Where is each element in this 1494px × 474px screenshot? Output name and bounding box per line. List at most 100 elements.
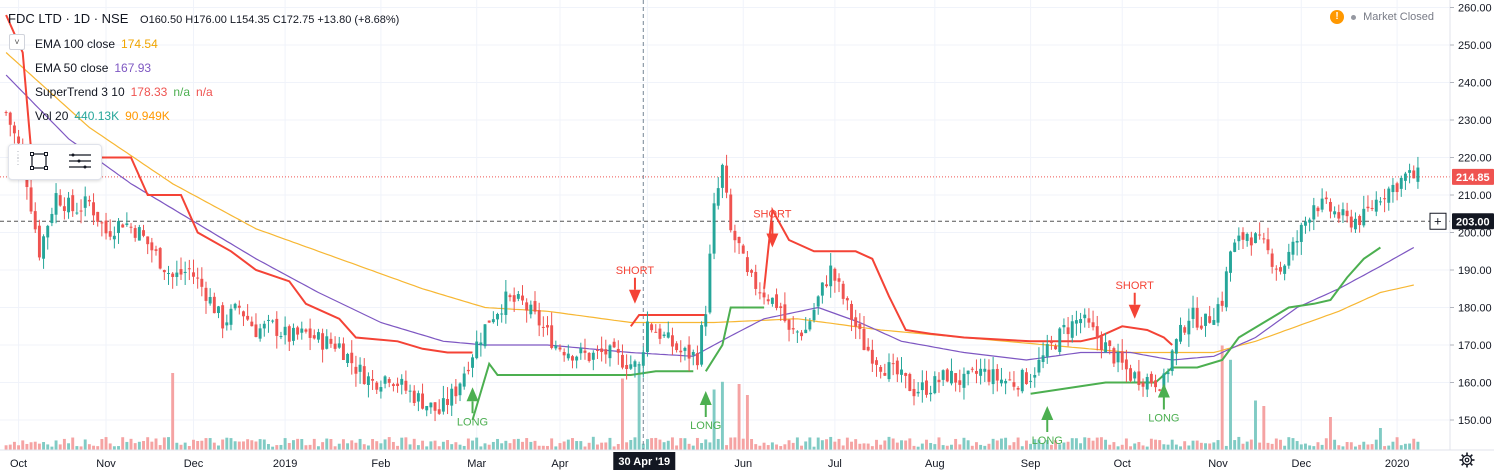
indicator-legend-row[interactable]: EMA 100 close 174.54	[8, 32, 399, 56]
volume-bar	[858, 443, 862, 450]
candle-body	[96, 211, 100, 222]
settings-gear-icon[interactable]	[1459, 452, 1475, 468]
candle-body	[508, 295, 512, 298]
candle-body	[1129, 368, 1133, 381]
volume-bar	[1016, 437, 1020, 450]
candle-body	[375, 382, 379, 390]
candle-body	[562, 351, 566, 356]
indicator-legend-row[interactable]: SuperTrend 3 10 178.33 n/a n/a	[8, 80, 399, 104]
volume-bar	[733, 437, 737, 450]
rectangle-tool-icon[interactable]	[29, 151, 49, 171]
candle-body	[271, 320, 275, 322]
volume-bar	[1199, 442, 1203, 450]
supertrend-down-line	[629, 314, 706, 327]
volume-bar	[966, 440, 970, 450]
candle-body	[242, 311, 245, 317]
volume-bar	[1029, 443, 1033, 450]
volume-bar	[487, 444, 491, 450]
supertrend-signals: SHORT LONG LONG SHORT LONG SHORT LONG	[457, 209, 1180, 448]
candle-body	[1058, 328, 1062, 352]
candle-body	[1362, 208, 1366, 226]
volume-bar	[766, 445, 770, 450]
supertrend-up-line	[471, 361, 694, 421]
volume-bar	[920, 443, 924, 450]
candle-body	[1162, 373, 1166, 391]
candle-body	[766, 299, 770, 302]
candle-body	[429, 402, 433, 408]
candle-body	[596, 349, 599, 351]
volume-bar	[804, 441, 808, 450]
volume-bar	[1333, 439, 1337, 450]
volume-bar	[104, 437, 108, 450]
volume-bar	[396, 445, 400, 450]
candle-body	[1416, 167, 1420, 182]
legend-collapse-button[interactable]: ˅	[9, 34, 25, 50]
indicator-value: n/a	[173, 85, 191, 99]
candle-body	[929, 392, 933, 395]
volume-bar	[429, 441, 433, 450]
volume-bar	[962, 437, 966, 450]
ema50-line	[5, 74, 1415, 361]
candle-body	[966, 370, 970, 375]
volume-bar	[654, 437, 658, 450]
drag-handle-icon[interactable]: ⋮ ⋮	[13, 150, 23, 167]
volume-bar	[904, 440, 908, 450]
volume-bar	[254, 441, 258, 450]
indicator-legend-row[interactable]: EMA 50 close 167.93	[8, 56, 399, 80]
volume-bar	[150, 441, 154, 450]
volume-bar	[1329, 417, 1332, 450]
volume-bar	[945, 445, 949, 450]
indicator-value: 167.93	[114, 61, 152, 75]
price-label: 203.00	[1456, 216, 1490, 228]
volume-bar	[1387, 445, 1391, 450]
volume-bar	[1304, 443, 1307, 450]
candle-body	[1079, 319, 1083, 324]
warning-icon[interactable]: !	[1330, 10, 1344, 24]
volume-bar	[246, 439, 250, 450]
candle-body	[137, 227, 141, 241]
volume-bar	[1033, 439, 1037, 450]
candle-body	[1408, 170, 1412, 173]
volume-bar	[1349, 442, 1353, 450]
candle-body	[187, 268, 191, 270]
volume-bar	[854, 439, 858, 450]
candle-body	[387, 379, 391, 383]
candle-body	[658, 328, 662, 339]
time-tick-label: Dec	[1292, 458, 1312, 470]
volume-bar	[296, 438, 300, 450]
volume-bar	[533, 440, 537, 450]
candle-body	[441, 398, 445, 412]
volume-bar	[466, 438, 470, 450]
candle-body	[1104, 342, 1108, 353]
volume-bar	[512, 439, 516, 450]
line-style-menu-icon[interactable]	[67, 151, 93, 171]
candle-body	[1183, 327, 1187, 333]
volume-bar	[687, 443, 691, 450]
volume-bar	[362, 444, 366, 450]
volume-bar	[112, 446, 116, 450]
candle-body	[1249, 237, 1253, 246]
candle-body	[825, 284, 828, 287]
volume-bar	[17, 445, 21, 450]
volume-bar	[675, 445, 679, 450]
volume-bar	[1124, 438, 1128, 450]
volume-bar	[637, 364, 641, 450]
volume-bar	[1012, 442, 1016, 450]
volume-bar	[1254, 400, 1257, 450]
candle-body	[58, 195, 62, 206]
volume-bar	[1408, 443, 1412, 450]
volume-bar	[229, 438, 233, 450]
indicator-legend-row[interactable]: Vol 20 440.13K 90.949K	[8, 104, 399, 128]
volume-bar	[1220, 345, 1224, 450]
candle-body	[8, 112, 12, 125]
volume-bar	[1049, 444, 1053, 450]
candle-body	[283, 326, 287, 336]
volume-bar	[1270, 443, 1274, 450]
candle-body	[795, 331, 799, 333]
long-arrow-icon	[699, 391, 712, 405]
candle-body	[1329, 201, 1332, 212]
volume-bar	[712, 389, 716, 450]
volume-bar	[1174, 444, 1178, 450]
volume-bars	[4, 345, 1420, 450]
